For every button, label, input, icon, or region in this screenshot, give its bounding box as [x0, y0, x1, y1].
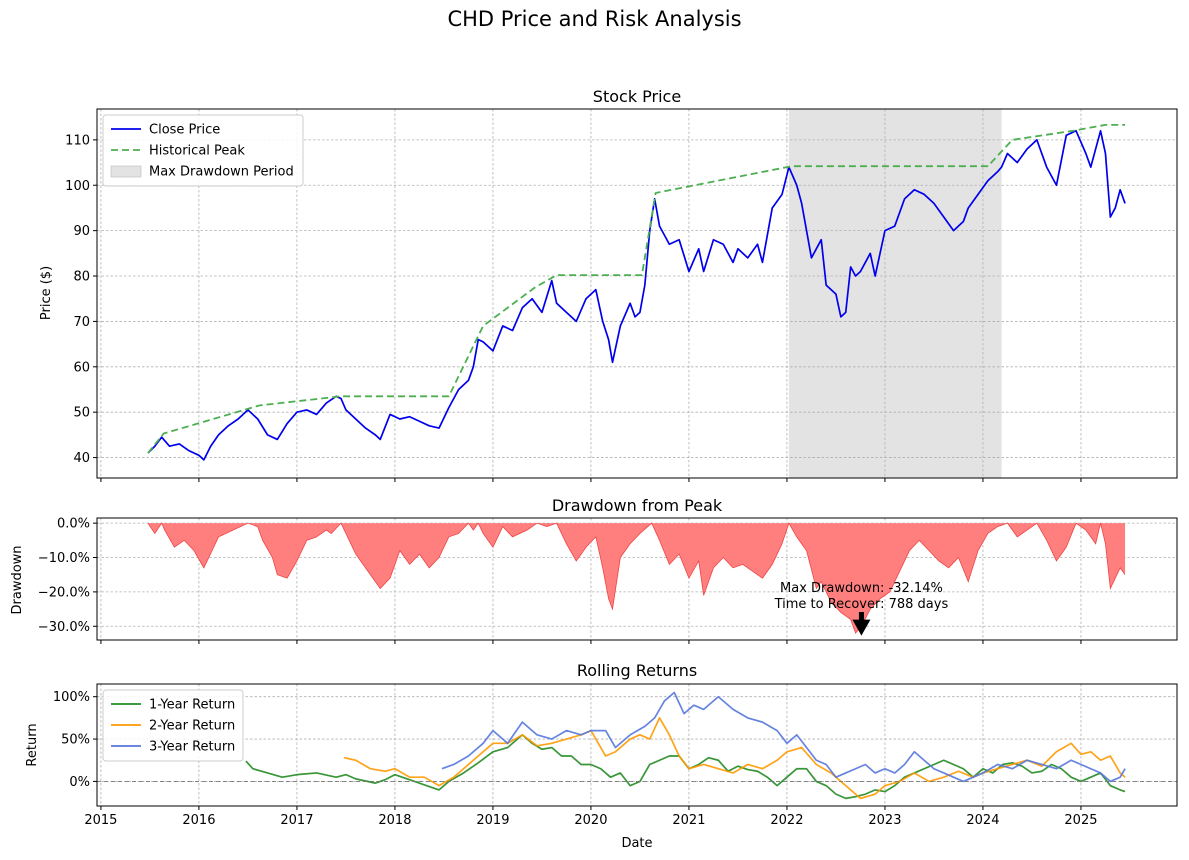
- y-tick-label: 80: [73, 270, 90, 285]
- drawdown-area: [147, 523, 1126, 634]
- y-tick-label: 0%: [69, 775, 90, 790]
- y-tick-label: 110: [65, 133, 90, 148]
- price-panel-title: Stock Price: [593, 87, 681, 106]
- x-tick-label: 2023: [868, 813, 901, 828]
- legend-label-1-year-return: 1-Year Return: [149, 698, 235, 713]
- y-tick-label: −30.0%: [38, 620, 90, 635]
- price-y-axis-label: Price ($): [39, 266, 54, 320]
- y-tick-label: 40: [73, 451, 90, 466]
- legend-label-close-price: Close Price: [149, 123, 220, 138]
- drawdown-panel: Drawdown from Peak Drawdown 0.0% −10.0% −2…: [10, 496, 1178, 644]
- y-tick-label: 50%: [61, 733, 90, 748]
- y-tick-label: 0.0%: [57, 517, 90, 532]
- price-panel: Stock Price Price ($) 40 50 60 70 80 90 100 110…: [39, 87, 1178, 482]
- legend-label-3-year-return: 3-Year Return: [149, 740, 235, 755]
- x-tick-label: 2022: [770, 813, 803, 828]
- x-tick-label: 2016: [182, 813, 215, 828]
- legend-label-historical-peak: Historical Peak: [149, 144, 245, 159]
- x-tick-label: 2019: [476, 813, 509, 828]
- returns-y-axis-label: Return: [25, 723, 40, 766]
- x-tick-label: 2024: [966, 813, 999, 828]
- x-tick-label: 2017: [280, 813, 313, 828]
- drawdown-line: [147, 522, 1126, 634]
- drawdown-y-axis-label: Drawdown: [10, 545, 25, 614]
- y-tick-label: 90: [73, 224, 90, 239]
- returns-panel-title: Rolling Returns: [577, 661, 697, 680]
- y-tick-label: −10.0%: [38, 551, 90, 566]
- annotation-line-1: Max Drawdown: -32.14%: [780, 581, 943, 596]
- max-drawdown-span: [788, 109, 1002, 478]
- returns-legend: 1-Year Return 2-Year Return 3-Year Return: [102, 689, 244, 762]
- x-tick-label: 2021: [672, 813, 705, 828]
- x-tick-label: 2018: [378, 813, 411, 828]
- x-tick-label: 2025: [1064, 813, 1097, 828]
- historical-peak-line: [147, 123, 1126, 454]
- legend-box: [102, 689, 244, 762]
- price-legend: Close Price Historical Peak Max Drawdown P…: [102, 114, 304, 187]
- figure-suptitle: CHD Price and Risk Analysis: [447, 7, 741, 31]
- legend-label-max-drawdown-period: Max Drawdown Period: [149, 165, 294, 180]
- drawdown-panel-title: Drawdown from Peak: [552, 496, 723, 515]
- legend-swatch-max-drawdown-period: [110, 165, 142, 178]
- x-tick-label: 2020: [574, 813, 607, 828]
- y-tick-label: 100: [65, 179, 90, 194]
- y-tick-label: 100%: [53, 690, 90, 705]
- annotation-line-2: Time to Recover: 788 days: [774, 597, 949, 612]
- returns-panel: Rolling Returns Return Date 0% 50% 100% 201…: [25, 661, 1178, 851]
- y-tick-label: 70: [73, 315, 90, 330]
- annotation-arrow-head: [852, 619, 871, 636]
- y-tick-label: 50: [73, 406, 90, 421]
- axes-frame: [96, 683, 1178, 807]
- x-tick-label: 2015: [84, 813, 117, 828]
- axes-frame: [96, 108, 1178, 479]
- y-tick-label: −20.0%: [38, 585, 90, 600]
- legend-box: [102, 114, 304, 187]
- 2-year-return-line: [343, 717, 1126, 800]
- close-price-line: [147, 129, 1126, 461]
- legend-label-2-year-return: 2-Year Return: [149, 719, 235, 734]
- max-drawdown-annotation: Max Drawdown: -32.14%Time to Recover: 78…: [774, 581, 949, 636]
- returns-x-axis-label: Date: [621, 836, 652, 851]
- 3-year-return-line: [441, 691, 1126, 783]
- axes-frame: [96, 517, 1178, 641]
- y-tick-label: 60: [73, 360, 90, 375]
